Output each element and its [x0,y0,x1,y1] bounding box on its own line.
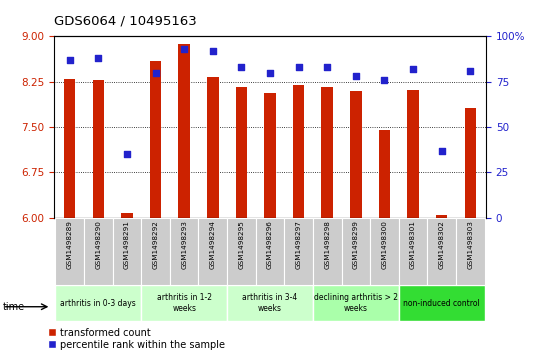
Point [237,64,246,70]
Bar [284,218,313,285]
Point [65,57,74,63]
Bar [207,77,219,218]
Bar [256,218,284,285]
Bar [56,285,141,321]
Text: non-induced control: non-induced control [403,299,480,307]
Bar [84,218,113,285]
Point [352,73,360,79]
Bar [64,79,76,218]
Bar [264,93,276,218]
Bar [227,285,313,321]
Bar [464,108,476,218]
Bar [350,91,362,218]
Bar [370,218,399,285]
Text: arthritis in 1-2
weeks: arthritis in 1-2 weeks [157,293,212,313]
Text: GSM1498295: GSM1498295 [238,220,245,269]
Text: GSM1498299: GSM1498299 [353,220,359,269]
Text: GDS6064 / 10495163: GDS6064 / 10495163 [54,14,197,27]
Text: arthritis in 3-4
weeks: arthritis in 3-4 weeks [242,293,298,313]
Bar [313,218,341,285]
Bar [93,80,104,218]
Bar [56,218,84,285]
Text: declining arthritis > 2
weeks: declining arthritis > 2 weeks [314,293,398,313]
Bar [227,218,256,285]
Bar [170,218,199,285]
Bar [313,285,399,321]
Text: GSM1498294: GSM1498294 [210,220,216,269]
Point [409,66,417,72]
Text: GSM1498301: GSM1498301 [410,220,416,269]
Legend: transformed count, percentile rank within the sample: transformed count, percentile rank withi… [48,328,225,350]
Point [180,46,188,52]
Point [323,64,332,70]
Text: GSM1498291: GSM1498291 [124,220,130,269]
Point [294,64,303,70]
Point [208,48,217,54]
Bar [199,218,227,285]
Bar [407,90,419,218]
Bar [235,86,247,218]
Text: GSM1498297: GSM1498297 [295,220,302,269]
Bar [178,44,190,218]
Bar [341,218,370,285]
Bar [427,218,456,285]
Bar [436,215,447,218]
Text: GSM1498303: GSM1498303 [467,220,473,269]
Bar [293,85,305,218]
Point [94,55,103,61]
Bar [321,86,333,218]
Point [151,70,160,76]
Point [380,77,389,83]
Text: GSM1498302: GSM1498302 [438,220,444,269]
Point [266,70,274,76]
Text: GSM1498298: GSM1498298 [324,220,330,269]
Bar [113,218,141,285]
Text: arthritis in 0-3 days: arthritis in 0-3 days [60,299,136,307]
Point [123,151,131,157]
Bar [141,285,227,321]
Text: GSM1498289: GSM1498289 [67,220,73,269]
Bar [399,285,484,321]
Text: GSM1498292: GSM1498292 [153,220,159,269]
Bar [141,218,170,285]
Point [437,148,446,154]
Text: GSM1498290: GSM1498290 [96,220,102,269]
Bar [150,61,161,218]
Bar [122,213,133,218]
Point [466,68,475,74]
Bar [456,218,484,285]
Text: GSM1498293: GSM1498293 [181,220,187,269]
Bar [399,218,427,285]
Text: GSM1498300: GSM1498300 [381,220,387,269]
Text: GSM1498296: GSM1498296 [267,220,273,269]
Bar [379,130,390,218]
Text: time: time [3,302,25,312]
